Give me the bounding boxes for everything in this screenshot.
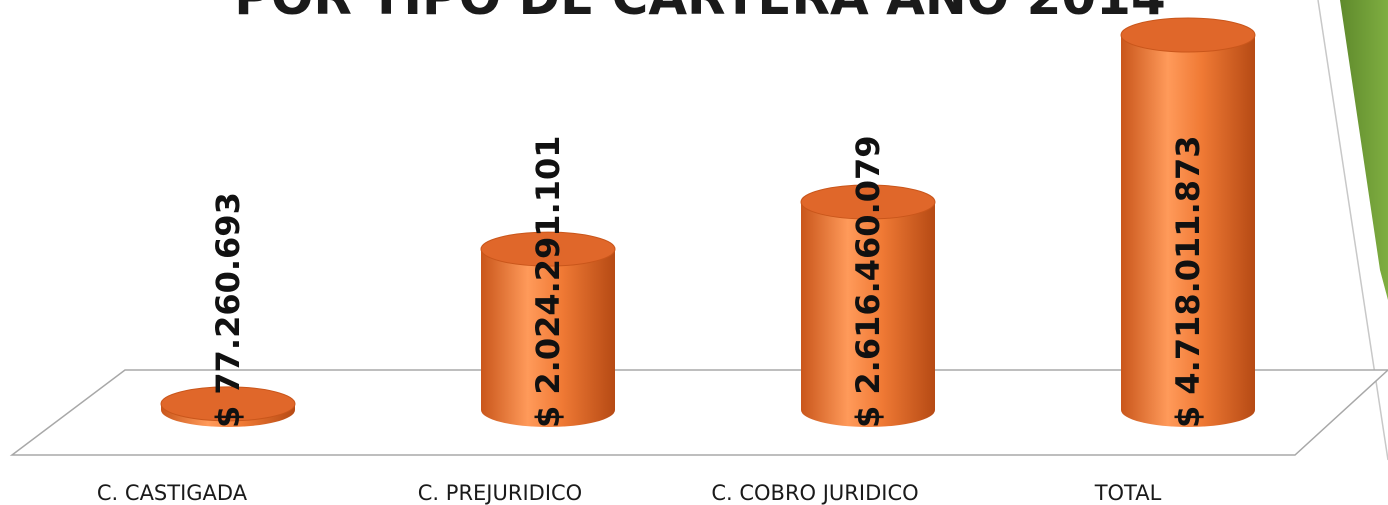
value-label: $ 4.718.011.873 (1169, 135, 1207, 428)
value-label: $ 77.260.693 (209, 192, 247, 428)
category-labels: C. CASTIGADA C. PREJURIDICO C. COBRO JURID… (97, 481, 1162, 505)
bar-series: $ 77.260.693 $ 2.024.291.101 $ 2.616.460.0… (160, 17, 1256, 428)
bar-1 (160, 386, 296, 427)
value-label: $ 2.024.291.101 (529, 135, 567, 428)
bar-top (160, 386, 296, 422)
bar-top (480, 231, 616, 267)
category-label: C. CASTIGADA (97, 481, 248, 505)
bar-body (801, 202, 935, 427)
bar-top (800, 184, 936, 220)
bar-4 (1120, 17, 1256, 427)
chart-title: POR TIPO DE CARTERA AÑO 2014 (234, 0, 1166, 26)
decorative-diagonal-line (1317, 0, 1388, 461)
category-label: TOTAL (1094, 481, 1162, 505)
category-label: C. COBRO JURIDICO (711, 481, 918, 505)
bar-2 (480, 231, 616, 427)
decorative-green-accent (1340, 0, 1388, 300)
bar-top (1120, 17, 1256, 53)
category-label: C. PREJURIDICO (418, 481, 582, 505)
value-label: $ 2.616.460.079 (849, 135, 887, 428)
chart-floor (9, 369, 1388, 456)
bar-body (1121, 35, 1255, 427)
bar-body (481, 249, 615, 427)
bar-3 (800, 184, 936, 427)
